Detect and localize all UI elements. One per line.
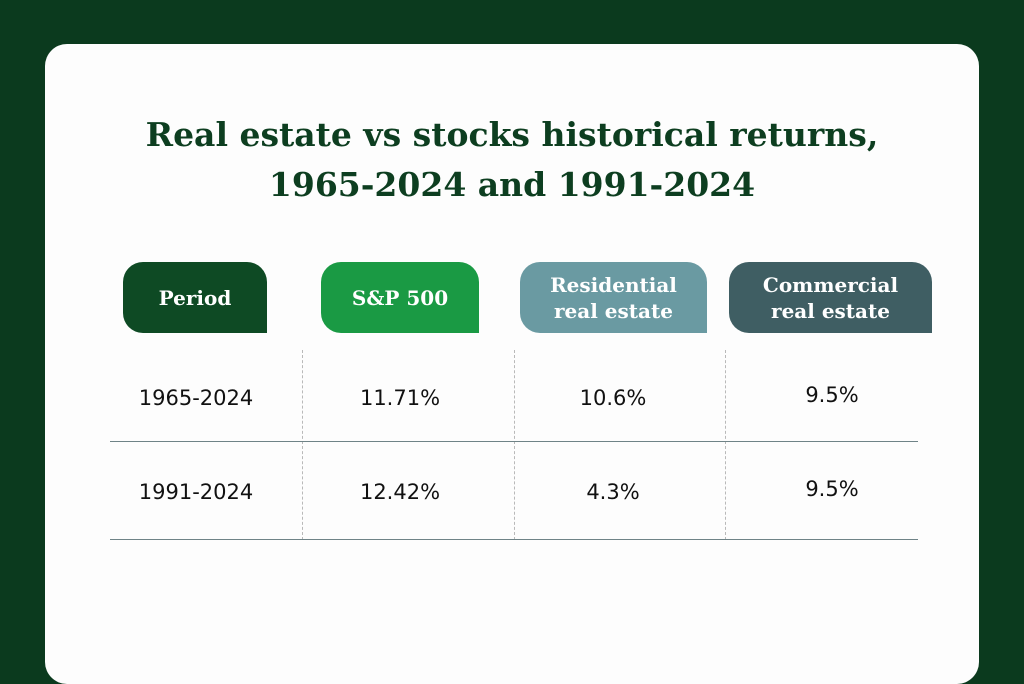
header-period: Period [123,262,267,333]
cell-commercial: 9.5% [805,477,859,501]
header-residential: Residential real estate [520,262,707,333]
header-commercial-line-1: Commercial [762,272,899,297]
header-residential-line-1: Residential [550,272,677,297]
header-sp500-label: S&P 500 [351,285,449,310]
header-sp500: S&P 500 [321,262,479,333]
content-card [45,44,979,684]
header-commercial: Commercial real estate [729,262,932,333]
column-divider [302,350,303,540]
header-period-label: Period [158,285,232,310]
row-divider [110,539,918,540]
cell-residential: 4.3% [586,480,640,504]
cell-sp500: 11.71% [359,386,441,410]
column-divider [514,350,515,540]
row-divider [110,441,918,442]
cell-commercial: 9.5% [805,383,859,407]
title-line-2: 1965-2024 and 1991-2024 [268,165,756,204]
cell-sp500: 12.42% [359,480,441,504]
cell-residential: 10.6% [579,386,647,410]
page-title: Real estate vs stocks historical returns… [0,110,1024,210]
cell-period: 1965-2024 [138,386,254,410]
title-line-1: Real estate vs stocks historical returns… [145,115,879,154]
header-commercial-line-2: real estate [771,298,890,323]
cell-period: 1991-2024 [138,480,254,504]
header-residential-line-2: real estate [554,298,673,323]
column-divider [725,350,726,540]
